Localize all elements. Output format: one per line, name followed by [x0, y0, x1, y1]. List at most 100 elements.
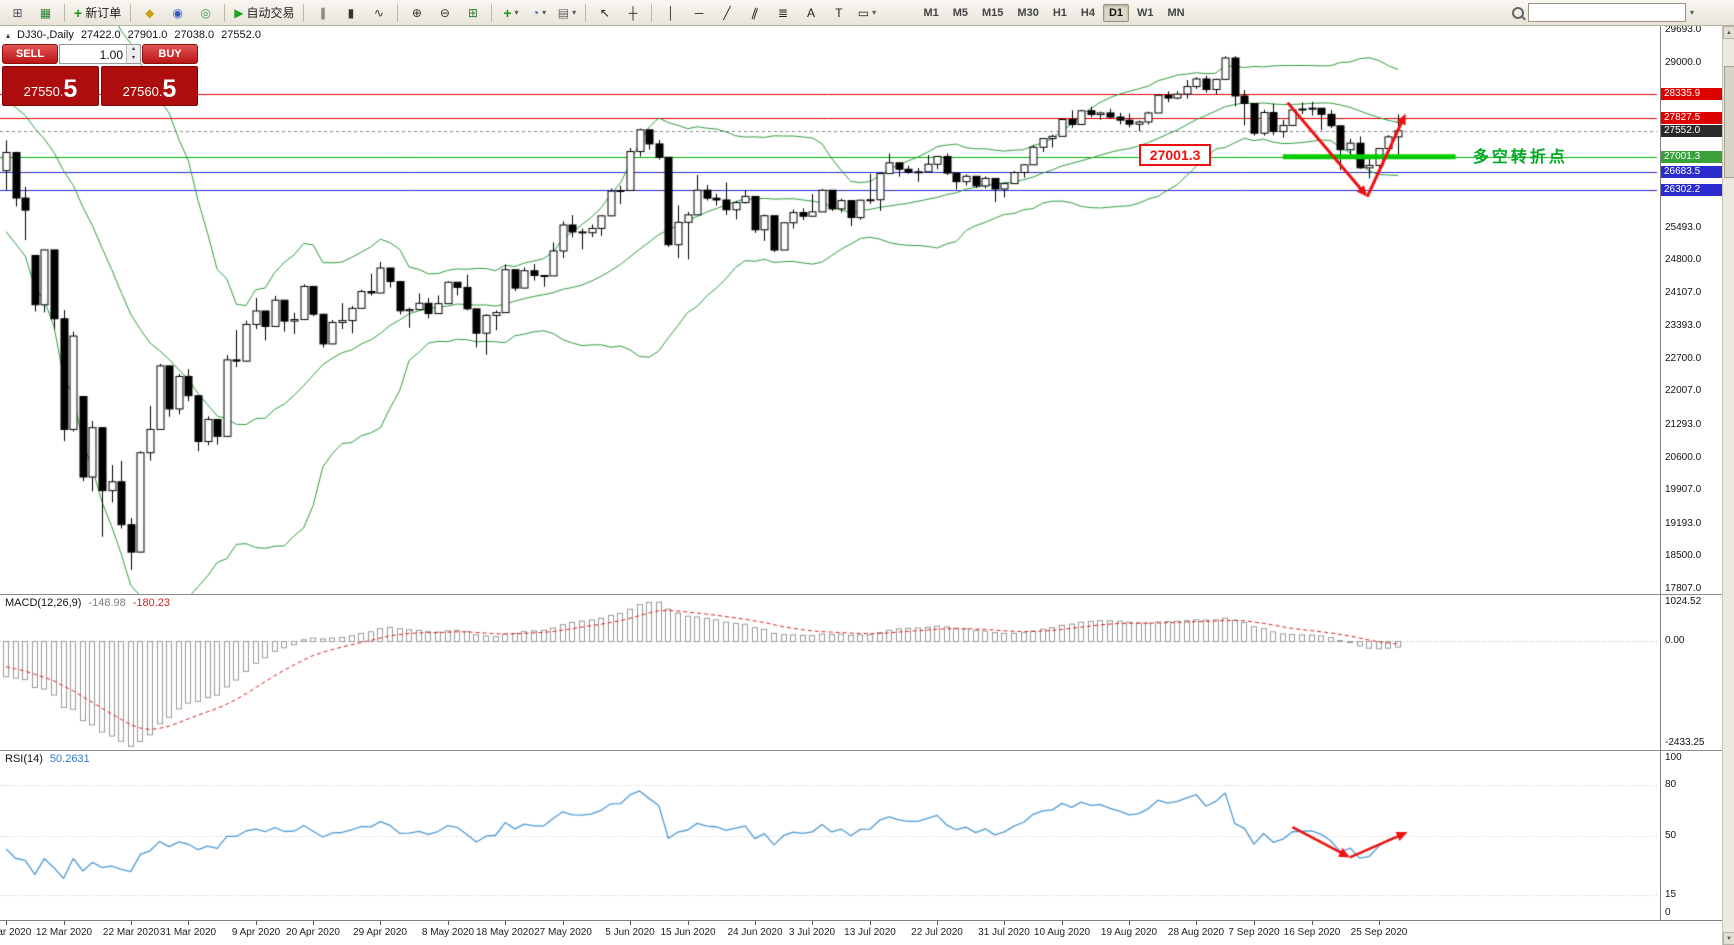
toolbar-separator [491, 3, 493, 22]
sell-price-button[interactable]: 27550. 5 [2, 66, 99, 106]
timeframe-m5-button[interactable]: M5 [952, 6, 969, 19]
shapes-icon: ▭ [857, 5, 870, 20]
scroll-up-button[interactable]: ▲ [1723, 26, 1734, 39]
date-axis-label: 29 Apr 2020 [353, 927, 407, 938]
vertical-scrollbar[interactable]: ▲ ▼ [1722, 26, 1734, 945]
timeframe-w1-button[interactable]: W1 [1137, 6, 1154, 19]
turning-point-annotation[interactable]: 多空转折点 [1472, 148, 1568, 166]
scrollbar-thumb[interactable] [1724, 66, 1734, 178]
one-click-collapse-icon[interactable]: ▴ [6, 30, 11, 40]
macd-axis-label: -2433.25 [1665, 737, 1705, 748]
vertical-line-icon[interactable]: │ [657, 2, 684, 24]
date-axis-label: 3 Jul 2020 [788, 927, 836, 938]
shapes-icon[interactable]: ▭ ▾ [853, 2, 880, 24]
cursor-icon[interactable]: ↖ [591, 2, 618, 24]
timeframe-m15-button[interactable]: M15 [982, 6, 1004, 19]
date-tick-mark [505, 921, 506, 925]
zoom-out-icon: ⊖ [439, 5, 450, 20]
buy-price-main: 27560. [122, 84, 163, 99]
vertical-line-icon: │ [667, 5, 675, 20]
date-axis-label: 31 Mar 2020 [159, 927, 217, 938]
date-tick-mark [131, 921, 132, 925]
buy-price-button[interactable]: 27560. 5 [101, 66, 198, 106]
ohlc-close: 27552.0 [221, 29, 261, 41]
date-tick-mark [630, 921, 631, 925]
navigator-icon[interactable]: ◎ [192, 2, 219, 24]
crosshair-icon[interactable]: ┼ [619, 2, 646, 24]
timeframe-m30-button[interactable]: M30 [1017, 6, 1039, 19]
zoom-in-icon[interactable]: ⊕ [403, 2, 430, 24]
chart-window-icon: ⊞ [12, 5, 23, 20]
line-chart-icon[interactable]: ∿ [365, 2, 392, 24]
label-icon[interactable]: T [825, 2, 852, 24]
timeframe-h1-button[interactable]: H1 [1052, 6, 1067, 19]
timeframe-d1-button[interactable]: D1 [1102, 3, 1130, 22]
fibonacci-icon: ≣ [777, 5, 788, 20]
toolbar-separator [585, 3, 587, 22]
periods-button[interactable]: ◔ ▾ [525, 2, 552, 24]
date-axis-label: 9 Apr 2020 [231, 927, 281, 938]
date-tick-mark [688, 921, 689, 925]
chart-profile-icon[interactable]: ▦ [32, 2, 59, 24]
macd-indicator-label: MACD(12,26,9) -148.98 -180.23 [5, 597, 170, 609]
scroll-down-button[interactable]: ▼ [1723, 932, 1734, 945]
dropdown-caret-icon: ▾ [572, 8, 577, 17]
lot-decrease-button[interactable]: ▾ [127, 54, 140, 63]
ohlc-low: 27038.0 [174, 29, 215, 41]
price-axis-label: 18500.0 [1665, 550, 1702, 562]
date-axis-label: 12 Mar 2020 [35, 927, 93, 938]
horizontal-line-icon[interactable]: ─ [685, 2, 712, 24]
fibonacci-icon[interactable]: ≣ [769, 2, 796, 24]
timeframe-m1-button[interactable]: M1 [923, 6, 939, 19]
rsi-name: RSI(14) [5, 753, 43, 765]
tile-windows-icon[interactable]: ⊞ [459, 2, 486, 24]
chart-window-icon[interactable]: ⊞ [4, 2, 31, 24]
ohlc-high: 27901.0 [127, 29, 168, 41]
channel-icon[interactable]: ∥ [741, 2, 768, 24]
timeframe-mn-button[interactable]: MN [1167, 6, 1185, 19]
toolbar-separator [651, 3, 653, 22]
price-axis-label: 29000.0 [1665, 56, 1702, 68]
date-axis-label: 22 Mar 2020 [102, 927, 160, 938]
sell-button[interactable]: SELL [2, 44, 58, 64]
date-axis-label: 18 May 2020 [476, 927, 534, 938]
trendline-icon[interactable]: ╱ [713, 2, 740, 24]
bar-chart-icon[interactable]: ∥ [309, 2, 336, 24]
zoom-out-icon[interactable]: ⊖ [431, 2, 458, 24]
data-window-icon[interactable]: ◉ [164, 2, 191, 24]
rsi-indicator-label: RSI(14) 50.2631 [5, 753, 90, 765]
date-tick-mark [1062, 921, 1063, 925]
templates-button[interactable]: ▤ ▾ [553, 2, 580, 24]
indicators-button[interactable]: + ▾ [497, 2, 524, 24]
lot-size-field[interactable]: 1.00 ▴ ▾ [59, 44, 141, 64]
price-annotation-label[interactable]: 27001.3 [1138, 143, 1212, 166]
price-chart-canvas[interactable] [0, 26, 1722, 920]
autotrading-button[interactable]: ▶ 自动交易 [230, 2, 298, 24]
ohlc-open: 27422.0 [80, 29, 121, 41]
new-order-button[interactable]: + 新订单 [70, 2, 125, 24]
main-toolbar: ⊞ ▦ + 新订单 ◆ ◉ ◎ ▶ 自动交易 ∥ ▮ ∿ ⊕ ⊖ ⊞ + ▾ ◔ ▾ ▤ ▾ ↖ ┼ │ ─ ╱ ∥ ≣ A T ▭ ▾ M1… [0, 0, 1734, 26]
timeframe-h4-button[interactable]: H4 [1080, 6, 1095, 19]
buy-button[interactable]: BUY [142, 44, 198, 64]
label-icon: T [835, 5, 843, 20]
text-icon[interactable]: A [797, 2, 824, 24]
market-watch-icon[interactable]: ◆ [136, 2, 163, 24]
macd-signal-value: -180.23 [132, 597, 171, 609]
chart-profile-icon: ▦ [39, 5, 52, 20]
rsi-pane-separator[interactable] [0, 750, 1722, 751]
price-level-badge: 26302.2 [1661, 183, 1723, 196]
search-dropdown-icon[interactable]: ▾ [1689, 8, 1694, 17]
price-axis-label: 20600.0 [1665, 451, 1702, 463]
date-axis-label: 13 Jul 2020 [844, 927, 896, 938]
search-input[interactable] [1527, 3, 1686, 22]
toolbar-separator [130, 3, 132, 22]
indicators-icon: + [503, 4, 512, 21]
macd-pane-separator[interactable] [0, 594, 1722, 595]
price-axis-label: 19907.0 [1665, 484, 1702, 496]
sell-price-main: 27550. [23, 84, 64, 99]
chart-symbol-label: DJ30-,Daily [17, 29, 74, 41]
date-tick-mark [256, 921, 257, 925]
price-axis-label: 22007.0 [1665, 385, 1702, 397]
lot-increase-button[interactable]: ▴ [127, 45, 140, 54]
candlestick-chart-icon[interactable]: ▮ [337, 2, 364, 24]
